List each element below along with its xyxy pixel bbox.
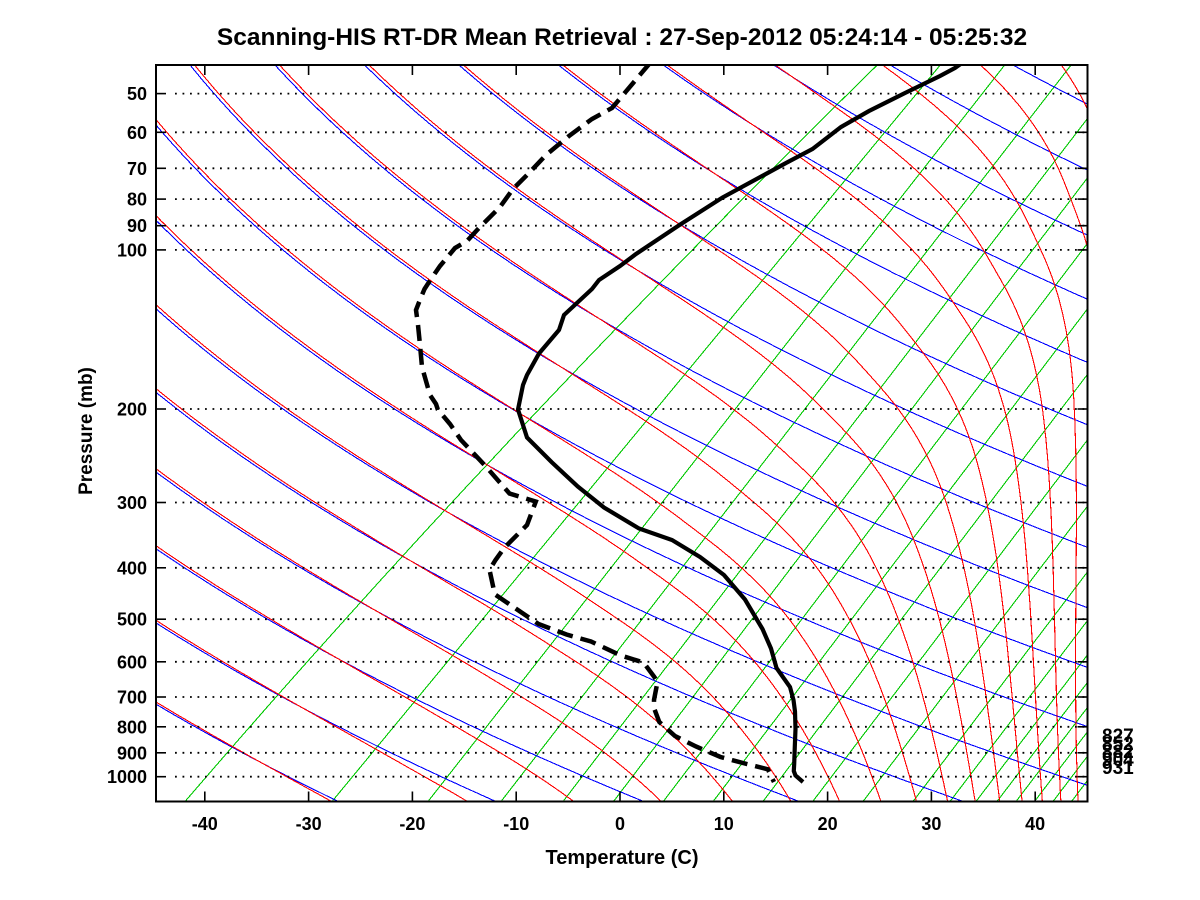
svg-text:500: 500 [117,610,147,630]
svg-text:800: 800 [117,717,147,737]
svg-text:50: 50 [127,84,147,104]
svg-text:100: 100 [117,240,147,260]
svg-text:700: 700 [117,688,147,708]
svg-text:Temperature (C): Temperature (C) [546,847,699,869]
svg-text:827: 827 [1102,726,1134,747]
svg-text:10: 10 [714,814,734,834]
svg-text:0: 0 [615,814,625,834]
svg-text:300: 300 [117,493,147,513]
svg-text:Scanning-HIS RT-DR Mean Retrie: Scanning-HIS RT-DR Mean Retrieval : 27-S… [217,24,1027,51]
svg-text:-40: -40 [192,814,218,834]
svg-text:882: 882 [1102,742,1134,763]
svg-text:Pressure (mb): Pressure (mb) [76,367,97,495]
svg-text:1000: 1000 [107,767,147,787]
svg-text:70: 70 [127,159,147,179]
svg-text:20: 20 [818,814,838,834]
svg-text:852: 852 [1102,734,1134,755]
svg-text:-20: -20 [399,814,425,834]
svg-text:40: 40 [1025,814,1045,834]
svg-text:600: 600 [117,652,147,672]
svg-text:200: 200 [117,400,147,420]
svg-text:931: 931 [1102,758,1134,779]
svg-text:90: 90 [127,216,147,236]
svg-text:900: 900 [117,743,147,763]
svg-text:80: 80 [127,190,147,210]
svg-text:400: 400 [117,558,147,578]
svg-text:30: 30 [921,814,941,834]
svg-text:60: 60 [127,123,147,143]
svg-text:-30: -30 [296,814,322,834]
svg-text:-10: -10 [503,814,529,834]
svg-text:904: 904 [1102,750,1134,771]
